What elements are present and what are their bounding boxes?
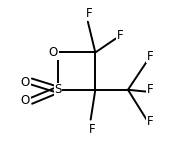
Text: O: O [21,76,30,89]
Text: S: S [54,83,62,96]
Text: F: F [117,29,123,42]
Text: O: O [21,94,30,107]
Text: F: F [85,7,92,20]
Text: F: F [147,83,153,96]
Text: O: O [49,46,58,59]
Text: F: F [147,115,153,128]
Text: F: F [147,50,153,63]
Text: F: F [89,123,96,136]
